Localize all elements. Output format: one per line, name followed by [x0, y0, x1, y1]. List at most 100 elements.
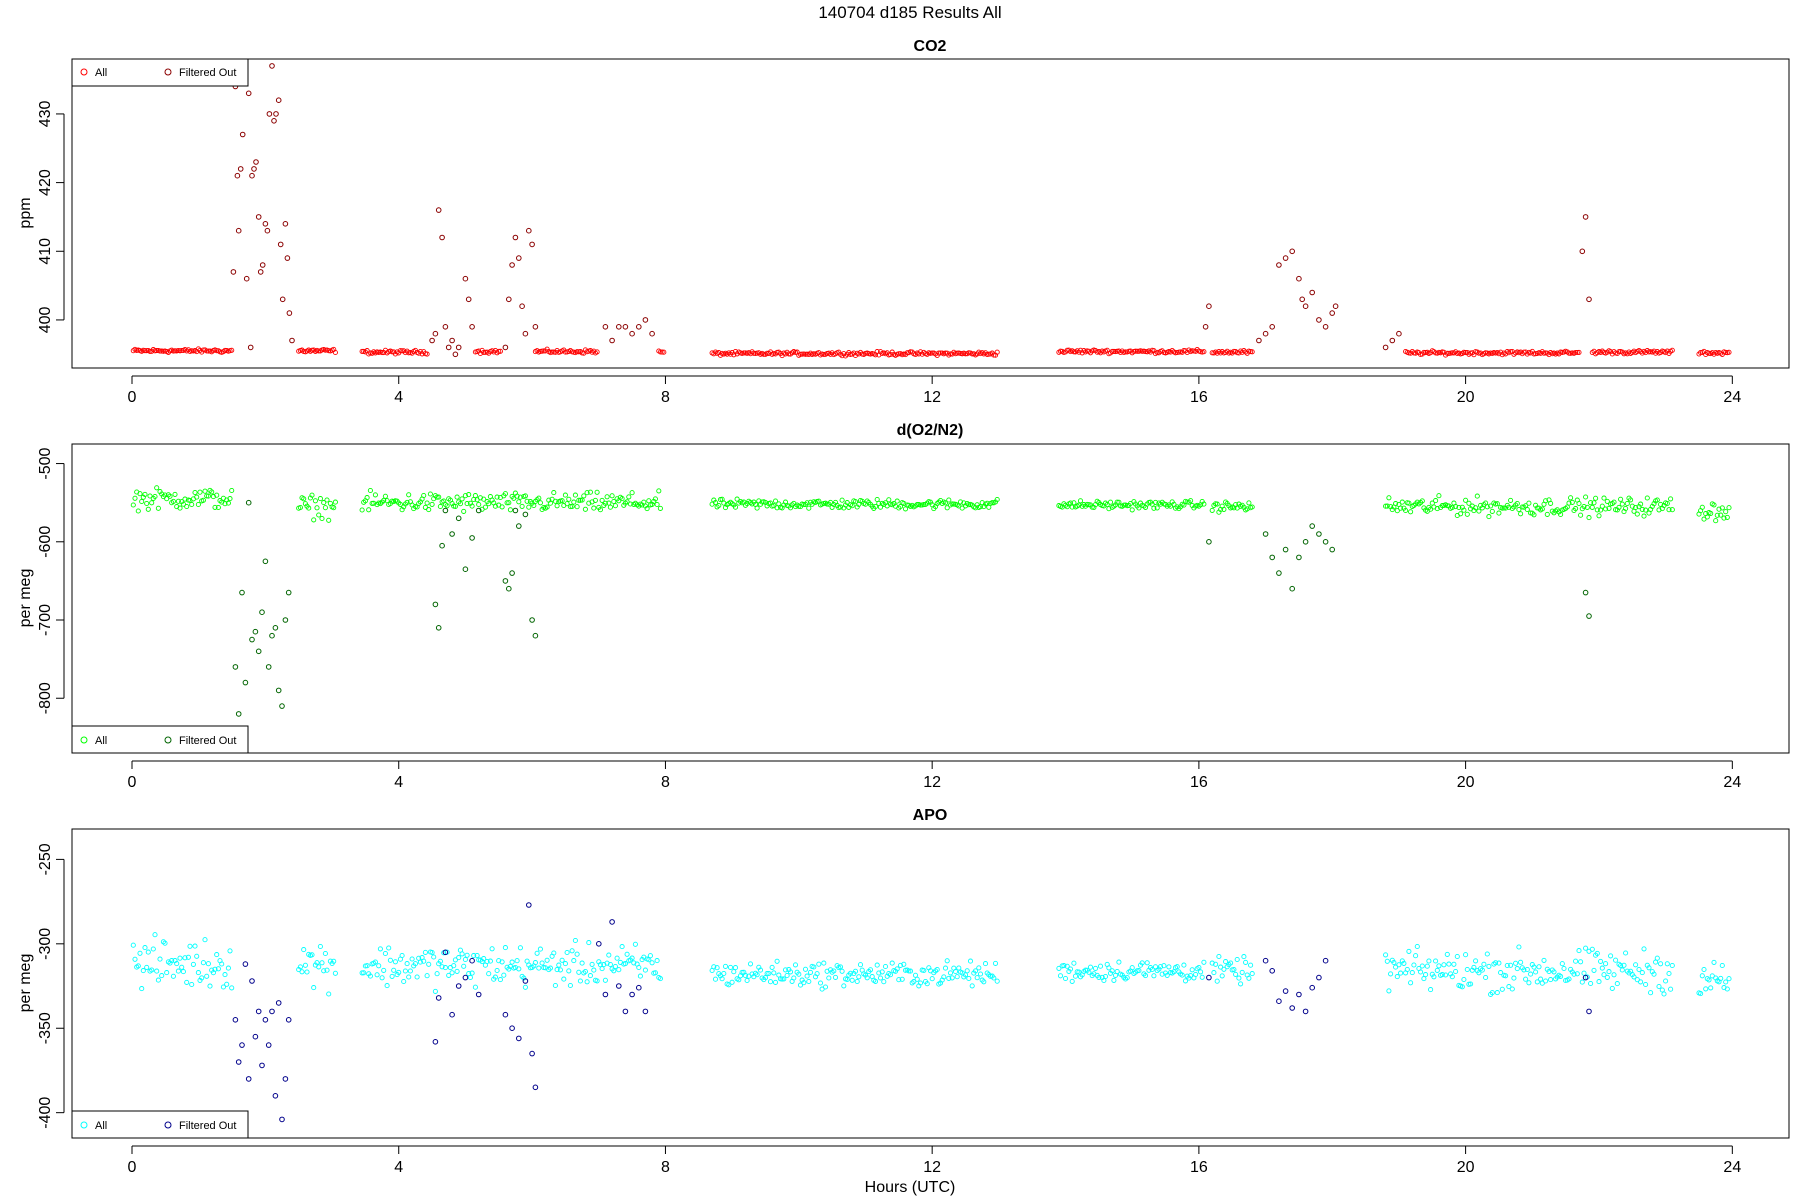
co2-filtered-point — [509, 262, 515, 268]
co2-filtered-point — [519, 303, 525, 310]
o2n2-all-point — [1638, 501, 1644, 507]
co2-filtered-point — [1282, 255, 1289, 261]
apo-all-point — [157, 956, 163, 962]
apo-all-point — [145, 949, 151, 955]
o2n2-all-point — [1508, 497, 1514, 503]
o2n2-all-point — [1476, 508, 1482, 514]
co2-filtered-point — [522, 330, 529, 337]
co2-all-point — [782, 351, 789, 357]
apo-all-point — [731, 969, 737, 975]
apo-all-point — [569, 948, 575, 954]
apo-all-point — [220, 984, 226, 990]
apo-all-point — [1483, 974, 1489, 981]
apo-all-point — [301, 947, 307, 953]
apo-all-point — [431, 954, 437, 960]
apo-all-point — [566, 968, 572, 974]
o2n2-all-point — [551, 490, 557, 496]
o2n2-filtered-point — [1262, 531, 1269, 537]
o2n2-all-point — [1398, 505, 1404, 511]
apo-legend: All Filtered Out — [71, 1110, 249, 1139]
o2n2-all-point — [317, 496, 323, 502]
apo-all-point — [797, 982, 804, 988]
co2-x-tick-label: 20 — [1457, 389, 1475, 406]
apo-all-point — [319, 960, 325, 966]
co2-all-point — [936, 350, 942, 356]
apo-all-point — [414, 974, 420, 980]
apo-all-point — [522, 984, 528, 990]
apo-all-point — [214, 952, 220, 958]
apo-filtered-point — [275, 1000, 282, 1006]
apo-all-point — [966, 975, 972, 982]
o2n2-filtered-point — [279, 703, 285, 709]
o2n2-all-point — [516, 499, 522, 505]
apo-all-point — [1723, 979, 1729, 985]
apo-all-point — [864, 975, 870, 981]
co2-x-tick-label: 12 — [923, 389, 941, 406]
apo-all-point — [561, 976, 567, 982]
o2n2-all-point — [619, 496, 625, 502]
apo-ylabel: per meg — [17, 954, 34, 1013]
o2n2-all-point — [139, 498, 145, 505]
o2n2-all-point — [1623, 505, 1629, 512]
o2n2-all-point — [322, 505, 328, 511]
apo-all-point — [1249, 971, 1255, 977]
apo-all-point — [1413, 953, 1419, 959]
o2n2-all-point — [1584, 504, 1590, 510]
apo-all-point — [417, 959, 423, 965]
o2n2-all-point — [1496, 510, 1502, 516]
o2n2-all-point — [182, 496, 188, 502]
o2n2-all-point — [424, 500, 430, 506]
apo-filtered-point — [462, 974, 469, 981]
apo-all-point — [914, 976, 920, 982]
o2n2-all-point — [449, 500, 455, 507]
o2n2-all-point — [1591, 500, 1597, 506]
apo-filtered-point — [616, 983, 622, 989]
apo-all-point — [1166, 964, 1172, 970]
co2-filtered-point — [1202, 324, 1209, 330]
co2-filtered-point — [286, 310, 293, 316]
apo-all-point — [1648, 990, 1654, 996]
apo-all-point — [767, 979, 774, 985]
o2n2-all-point — [1399, 499, 1405, 505]
apo-all-point — [1623, 950, 1629, 956]
apo-all-point — [324, 967, 330, 973]
apo-all-point — [1396, 962, 1402, 968]
apo-all-point — [1109, 968, 1115, 974]
apo-filtered-point — [442, 949, 449, 956]
apo-all-point — [1443, 972, 1449, 978]
apo-all-point — [144, 964, 150, 970]
apo-all-point — [382, 950, 388, 957]
o2n2-all-point — [592, 497, 598, 503]
apo-all-point — [1538, 976, 1544, 982]
apo-all-point — [499, 959, 505, 965]
o2n2-all-point — [656, 488, 662, 494]
co2-filtered-point — [275, 97, 282, 103]
o2n2-filtered-point — [1276, 570, 1282, 576]
apo-legend-all-marker — [80, 1121, 88, 1129]
apo-x-tick-label: 24 — [1723, 1159, 1741, 1176]
apo-x-tick-label: 20 — [1457, 1159, 1475, 1176]
apo-filtered-point — [509, 1025, 515, 1031]
o2n2-all-point — [132, 495, 138, 501]
o2n2-all-point — [1531, 512, 1537, 518]
o2n2-filtered-point — [442, 507, 449, 514]
apo-filtered-point — [636, 984, 642, 991]
apo-all-point — [1479, 967, 1485, 973]
o2n2-all-point — [180, 501, 186, 507]
o2n2-all-point — [1077, 498, 1084, 504]
o2n2-all-point — [1069, 504, 1075, 510]
apo-all-point — [1219, 973, 1225, 979]
apo-filtered-point — [235, 1059, 242, 1065]
o2n2-all-point — [1107, 499, 1114, 505]
apo-all-point — [1581, 970, 1587, 976]
apo-all-point — [572, 937, 578, 944]
o2n2-all-point — [559, 498, 565, 504]
o2n2-filtered-point — [1289, 585, 1295, 592]
o2n2-all-point — [1634, 511, 1640, 517]
o2n2-all-point — [1403, 507, 1409, 514]
apo-all-point — [154, 968, 160, 974]
apo-all-point — [1067, 966, 1074, 972]
apo-all-point — [192, 943, 198, 949]
apo-filtered-point — [245, 1076, 252, 1082]
